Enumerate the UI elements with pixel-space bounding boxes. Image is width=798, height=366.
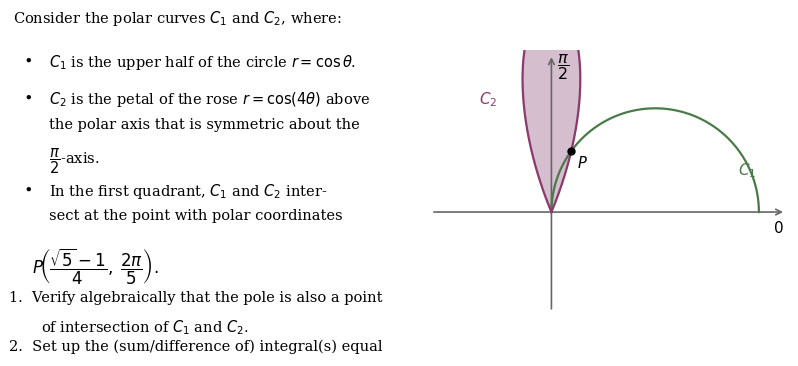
Text: $C_1$ is the upper half of the circle $r = \cos\theta$.: $C_1$ is the upper half of the circle $r…: [49, 53, 357, 72]
Text: $P\!\left(\dfrac{\sqrt{5}-1}{4},\;\dfrac{2\pi}{5}\right).$: $P\!\left(\dfrac{\sqrt{5}-1}{4},\;\dfrac…: [32, 247, 159, 287]
Text: $\bullet$: $\bullet$: [23, 53, 33, 67]
Text: 2.  Set up the (sum/difference of) integral(s) equal: 2. Set up the (sum/difference of) integr…: [9, 339, 382, 354]
Polygon shape: [523, 4, 580, 212]
Text: $0$: $0$: [773, 220, 784, 236]
Text: $C_1$: $C_1$: [738, 161, 757, 180]
Text: In the first quadrant, $C_1$ and $C_2$ inter-: In the first quadrant, $C_1$ and $C_2$ i…: [49, 182, 327, 201]
Text: 1.  Verify algebraically that the pole is also a point: 1. Verify algebraically that the pole is…: [9, 291, 382, 305]
Text: $\bullet$: $\bullet$: [23, 182, 33, 196]
Text: $\bullet$: $\bullet$: [23, 90, 33, 104]
Text: of intersection of $C_1$ and $C_2$.: of intersection of $C_1$ and $C_2$.: [41, 318, 248, 337]
Text: $C_2$: $C_2$: [479, 91, 497, 109]
Text: the polar axis that is symmetric about the: the polar axis that is symmetric about t…: [49, 118, 360, 132]
Text: Consider the polar curves $C_1$ and $C_2$, where:: Consider the polar curves $C_1$ and $C_2…: [13, 9, 342, 28]
Text: $C_2$ is the petal of the rose $r = \cos(4\theta)$ above: $C_2$ is the petal of the rose $r = \cos…: [49, 90, 370, 109]
Text: $P$: $P$: [578, 155, 588, 171]
Text: sect at the point with polar coordinates: sect at the point with polar coordinates: [49, 209, 342, 223]
Text: $\dfrac{\pi}{2}$-axis.: $\dfrac{\pi}{2}$-axis.: [49, 146, 100, 176]
Text: $\dfrac{\pi}{2}$: $\dfrac{\pi}{2}$: [557, 52, 569, 82]
